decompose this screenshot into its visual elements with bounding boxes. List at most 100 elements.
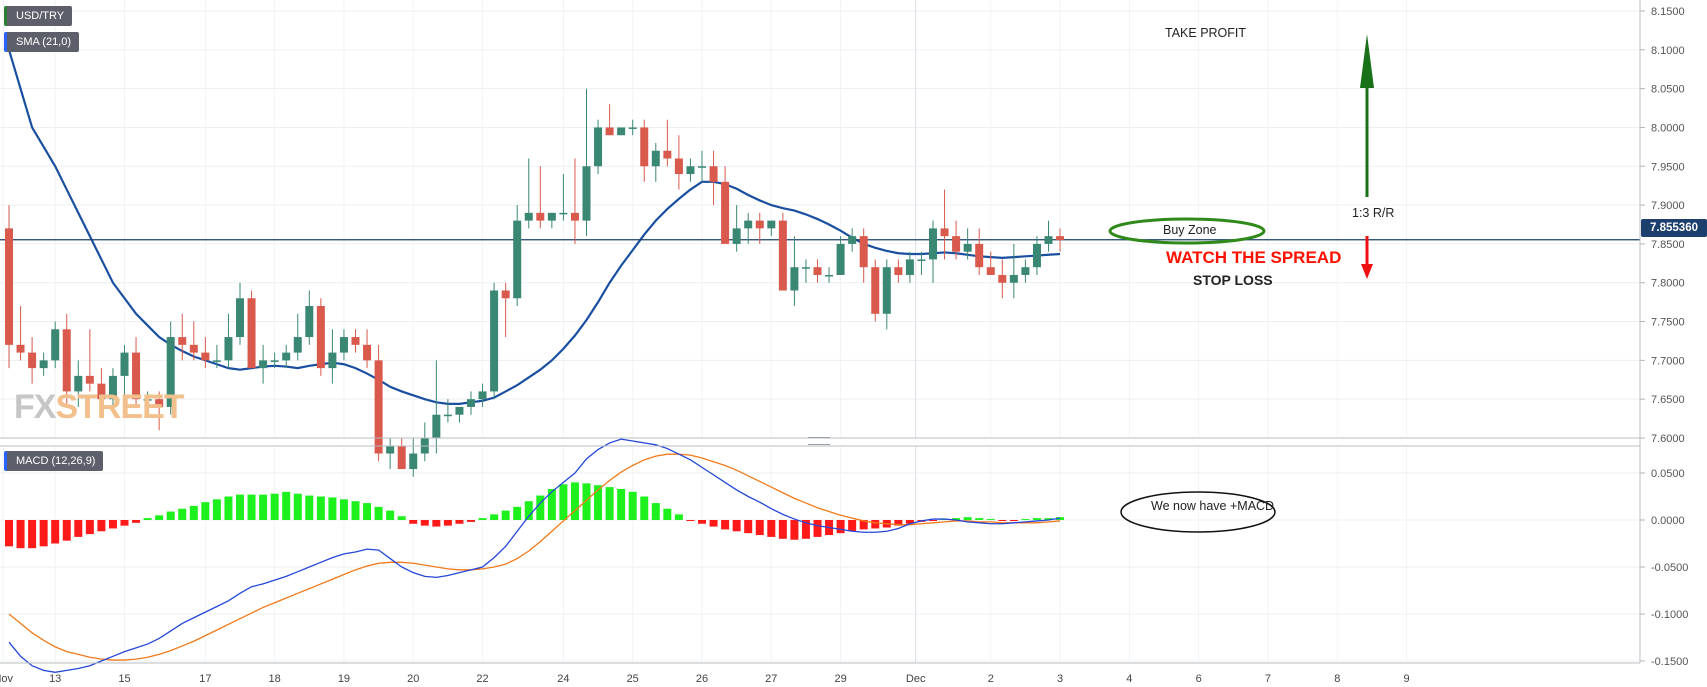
macd-histogram-bar: [236, 494, 244, 520]
macd-histogram-bar: [721, 520, 730, 530]
candle-body: [536, 212, 545, 221]
candle: [247, 290, 256, 369]
candle-body: [443, 414, 452, 417]
candle: [986, 251, 995, 275]
x-tick-label: 3: [1057, 673, 1063, 685]
macd-histogram-bar: [409, 520, 418, 524]
macd-histogram-bar: [420, 520, 429, 526]
macd-histogram-bar: [547, 488, 556, 520]
macd-histogram-bar: [605, 487, 614, 520]
macd-histogram-bar: [848, 520, 857, 532]
candle: [51, 321, 60, 369]
macd-histogram-bar: [755, 520, 764, 536]
candle-body: [51, 329, 60, 361]
candle-body: [813, 267, 822, 275]
candle-body: [940, 228, 949, 237]
candle: [559, 174, 568, 221]
macd-histogram-bar: [617, 488, 626, 520]
macd-histogram-bar: [582, 483, 591, 520]
candle: [524, 158, 533, 229]
candle-body: [674, 158, 683, 175]
macd-histogram-bar: [744, 520, 753, 534]
macd-histogram-bar: [513, 506, 522, 520]
candle-body: [282, 352, 291, 361]
candle: [732, 205, 741, 252]
macd-pane-bg: [0, 446, 1640, 663]
candle-body: [594, 127, 603, 167]
candle: [490, 282, 499, 400]
macd-histogram-bar: [293, 493, 302, 520]
candle-body: [963, 243, 972, 252]
macd-histogram-bar: [62, 520, 71, 541]
candle-body: [363, 344, 372, 361]
symbol-label[interactable]: USD/TRY: [4, 6, 73, 26]
candle-body: [201, 352, 210, 361]
candle-body: [952, 236, 961, 252]
macd-histogram-bar: [363, 503, 372, 520]
macd-histogram-bar: [16, 520, 25, 549]
candles-layer: [5, 88, 1065, 477]
x-tick-label: 18: [269, 673, 281, 685]
candle: [963, 228, 972, 260]
candle: [363, 329, 372, 369]
x-tick-label: 9: [1403, 673, 1409, 685]
candle-body: [663, 150, 672, 159]
candle: [282, 344, 291, 369]
macd-histogram-bar: [929, 520, 937, 521]
pane-resize-handle[interactable]: [808, 437, 830, 445]
candle-body: [247, 298, 256, 369]
candle: [259, 344, 268, 384]
candle-body: [270, 360, 279, 362]
x-tick-label: 29: [834, 673, 846, 685]
macd-histogram-bar: [386, 510, 395, 520]
main-y-tick-label: 8.0500: [1651, 84, 1685, 96]
macd-histogram-bar: [801, 520, 810, 539]
candle-body: [744, 220, 753, 229]
candle-body: [825, 274, 834, 277]
macd-histogram-bar: [998, 520, 1007, 521]
macd-histogram-bar: [905, 520, 914, 524]
candle-body: [524, 212, 533, 221]
main-y-tick-label: 7.7500: [1651, 317, 1685, 329]
candle-body: [547, 212, 556, 221]
watermark-part2: STREET: [55, 388, 184, 426]
macd-histogram-bar: [351, 501, 360, 520]
macd-histogram-bar: [51, 520, 60, 544]
macd-histogram-bar: [74, 520, 83, 537]
candle-body: [859, 236, 868, 268]
candle-body: [74, 375, 83, 392]
macd-histogram-bar: [686, 520, 695, 521]
sma-indicator-label[interactable]: SMA (21,0): [4, 32, 80, 52]
candle: [409, 438, 418, 477]
macd-indicator-label[interactable]: MACD (12,26,9): [4, 451, 104, 471]
macd-histogram-bar: [790, 520, 799, 540]
candle: [189, 321, 198, 361]
main-y-tick-label: 7.9500: [1651, 161, 1685, 173]
candle-body: [85, 375, 94, 384]
macd-histogram-bar: [559, 484, 568, 520]
candle-body: [570, 212, 579, 221]
candle-body: [259, 360, 268, 369]
candle-body: [755, 220, 764, 229]
candle: [97, 368, 106, 415]
candle-body: [709, 166, 718, 182]
candle: [236, 282, 244, 345]
candle-body: [155, 399, 164, 407]
candle: [166, 321, 175, 415]
candle-body: [917, 259, 926, 261]
candle: [1032, 236, 1041, 275]
candle: [62, 313, 71, 407]
candle-body: [882, 267, 891, 314]
candle: [1056, 228, 1065, 252]
watch-spread-note: WATCH THE SPREAD: [1166, 248, 1342, 267]
sma-line: [7, 49, 1061, 405]
candle-body: [166, 337, 175, 407]
x-tick-label: Nov: [0, 673, 14, 685]
macd-histogram-bar: [212, 499, 221, 520]
candle: [952, 220, 961, 260]
macd-histogram-bar: [732, 520, 741, 532]
macd-histogram-bar: [259, 494, 268, 520]
candle-body: [108, 375, 117, 400]
x-tick-label: 8: [1334, 673, 1340, 685]
